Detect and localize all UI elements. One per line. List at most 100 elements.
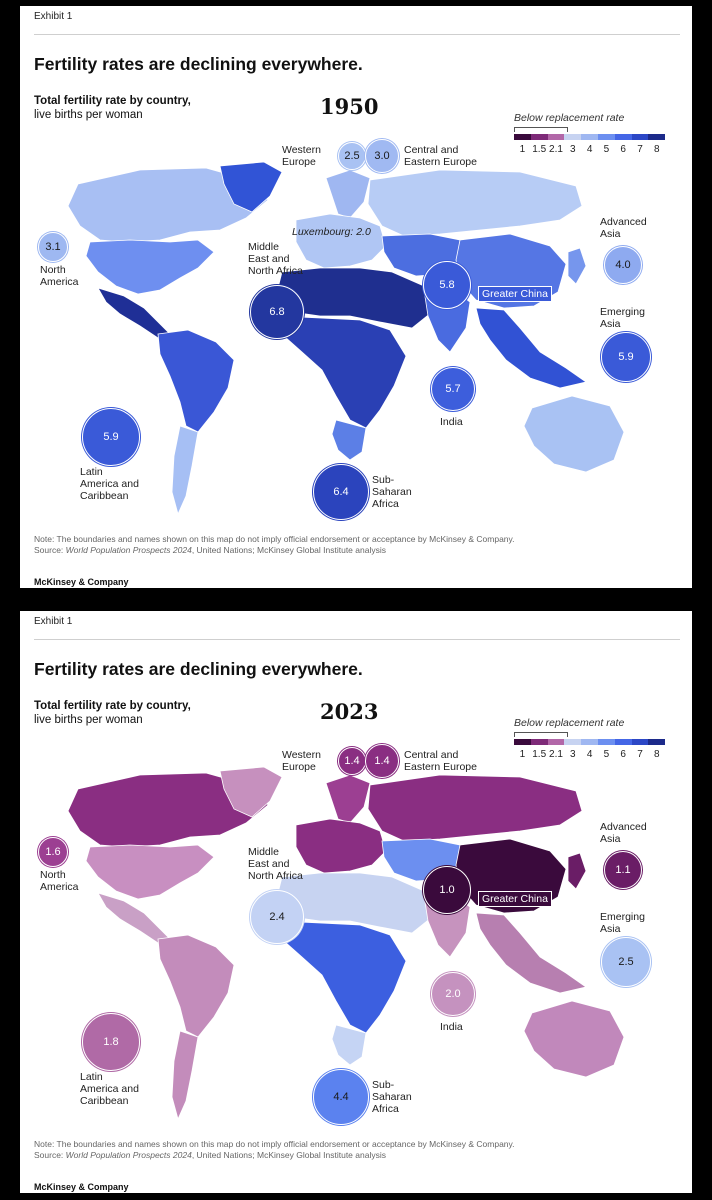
legend-ticks: 1 1.5 2.1 3 4 5 6 7 8	[514, 749, 660, 761]
region-label-line: Latin	[80, 1071, 103, 1083]
region-label-line: Caribbean	[80, 1095, 129, 1107]
region-label-line: Asia	[600, 923, 621, 935]
region-value: 3.1	[45, 241, 61, 253]
legend-swatch	[547, 134, 565, 140]
map-region-greenland	[219, 766, 283, 818]
brand-mark: McKinsey & Company	[34, 1182, 129, 1192]
region-value: 1.6	[45, 846, 61, 858]
region-label-line: Western	[282, 749, 321, 761]
region-label-line: America and	[80, 1083, 139, 1095]
subtitle-units: live births per woman	[34, 109, 143, 121]
region-label-line: America and	[80, 478, 139, 490]
legend-swatch	[547, 739, 565, 745]
region-label: Middle East and North Africa	[248, 846, 303, 882]
region-tag-greater-china: Greater China	[478, 891, 552, 907]
region-label-line: Africa	[372, 498, 399, 510]
region-label-line: India	[440, 1021, 463, 1033]
region-label-line: Latin	[80, 466, 103, 478]
map-region-africa	[277, 315, 407, 429]
legend-swatch	[597, 134, 615, 140]
region-label-line: Western	[282, 144, 321, 156]
region-label: Middle East and North Africa	[248, 241, 303, 277]
region-label: Advanced Asia	[600, 216, 647, 240]
region-bubble: 1.4	[365, 744, 399, 778]
region-value: 5.9	[103, 431, 119, 443]
legend-swatch	[631, 739, 649, 745]
region-label-line: Sub-	[372, 474, 395, 486]
chart-subtitle: Total fertility rate by country, live bir…	[34, 699, 191, 727]
legend-tick: 7	[637, 144, 643, 155]
note-text: Note: The boundaries and names shown on …	[34, 1139, 515, 1149]
year-label: 1950	[320, 94, 379, 119]
map-region-south-america	[157, 329, 235, 433]
region-bubble: 1.1	[604, 851, 642, 889]
region-label-line: Asia	[600, 228, 621, 240]
region-bubble: 1.0	[423, 866, 471, 914]
region-value: 1.4	[374, 755, 390, 767]
map-region-japan	[567, 247, 587, 285]
luxembourg-callout: Luxembourg: 2.0	[292, 226, 371, 238]
legend-title: Below replacement rate	[514, 112, 625, 124]
region-tag-greater-china: Greater China	[478, 286, 552, 302]
map-region-greenland	[219, 161, 283, 213]
legend-tick: 1.5	[532, 144, 547, 155]
region-value: 6.8	[269, 306, 285, 318]
map-region-north-america	[85, 239, 215, 295]
legend-tick: 3	[570, 749, 576, 760]
region-label-line: Caribbean	[80, 490, 129, 502]
chart-title: Fertility rates are declining everywhere…	[34, 54, 363, 74]
map-region-canada	[67, 772, 269, 848]
legend-tick: 1.5	[532, 749, 547, 760]
legend-tick: 6	[620, 749, 626, 760]
region-label: Emerging Asia	[600, 306, 645, 330]
region-label-line: Asia	[600, 833, 621, 845]
legend-tick: 4	[586, 749, 593, 760]
map-region-mexico-central	[97, 892, 171, 944]
region-label: India	[440, 416, 463, 428]
map-region-scandinavia	[325, 774, 371, 824]
map-region-south-africa	[331, 1024, 367, 1066]
region-label-line: Middle	[248, 241, 279, 253]
region-value: 2.5	[344, 150, 360, 162]
region-label-line: Europe	[282, 761, 316, 773]
legend-tick: 8	[654, 144, 660, 155]
region-label-line: Advanced	[600, 216, 647, 228]
map-region-southeast-asia	[475, 307, 587, 389]
region-label: Central and Eastern Europe	[404, 749, 477, 773]
legend-swatch	[514, 134, 531, 140]
region-value: 1.8	[103, 1036, 119, 1048]
legend-tick: 2.1	[549, 144, 563, 155]
region-bubble: 5.9	[601, 332, 651, 382]
subtitle-bold: Total fertility rate by country,	[34, 95, 191, 107]
region-label-line: North	[40, 264, 66, 276]
region-value: 3.0	[374, 150, 390, 162]
region-value: 5.8	[439, 279, 455, 291]
source-label: Source:	[34, 545, 66, 555]
region-bubble: 5.9	[82, 408, 140, 466]
region-value: 1.4	[344, 755, 360, 767]
region-bubble: 3.0	[365, 139, 399, 173]
region-label: Advanced Asia	[600, 821, 647, 845]
legend-swatch	[514, 739, 531, 745]
region-label-line: Eastern Europe	[404, 156, 477, 168]
region-label: North America	[40, 869, 79, 893]
region-value: 5.9	[618, 351, 634, 363]
region-bubble: 2.0	[431, 972, 475, 1016]
region-value: 2.0	[445, 988, 461, 1000]
region-bubble: 5.7	[431, 367, 475, 411]
legend-tick: 4	[586, 144, 593, 155]
region-value: 4.0	[615, 259, 631, 271]
header-rule	[34, 639, 680, 640]
legend-tick: 7	[637, 749, 643, 760]
region-label: Western Europe	[282, 749, 321, 773]
world-map	[67, 766, 625, 1121]
map-region-southern-cone	[171, 1030, 199, 1121]
legend-tick: 1	[519, 144, 526, 155]
region-bubble: 1.4	[338, 747, 366, 775]
source-title: World Population Prospects 2024	[65, 1150, 192, 1160]
region-bubble: 5.8	[423, 261, 471, 309]
source-rest: , United Nations; McKinsey Global Instit…	[191, 1150, 386, 1160]
region-label: Emerging Asia	[600, 911, 645, 935]
region-label: North America	[40, 264, 79, 288]
map-region-australia	[523, 395, 625, 473]
